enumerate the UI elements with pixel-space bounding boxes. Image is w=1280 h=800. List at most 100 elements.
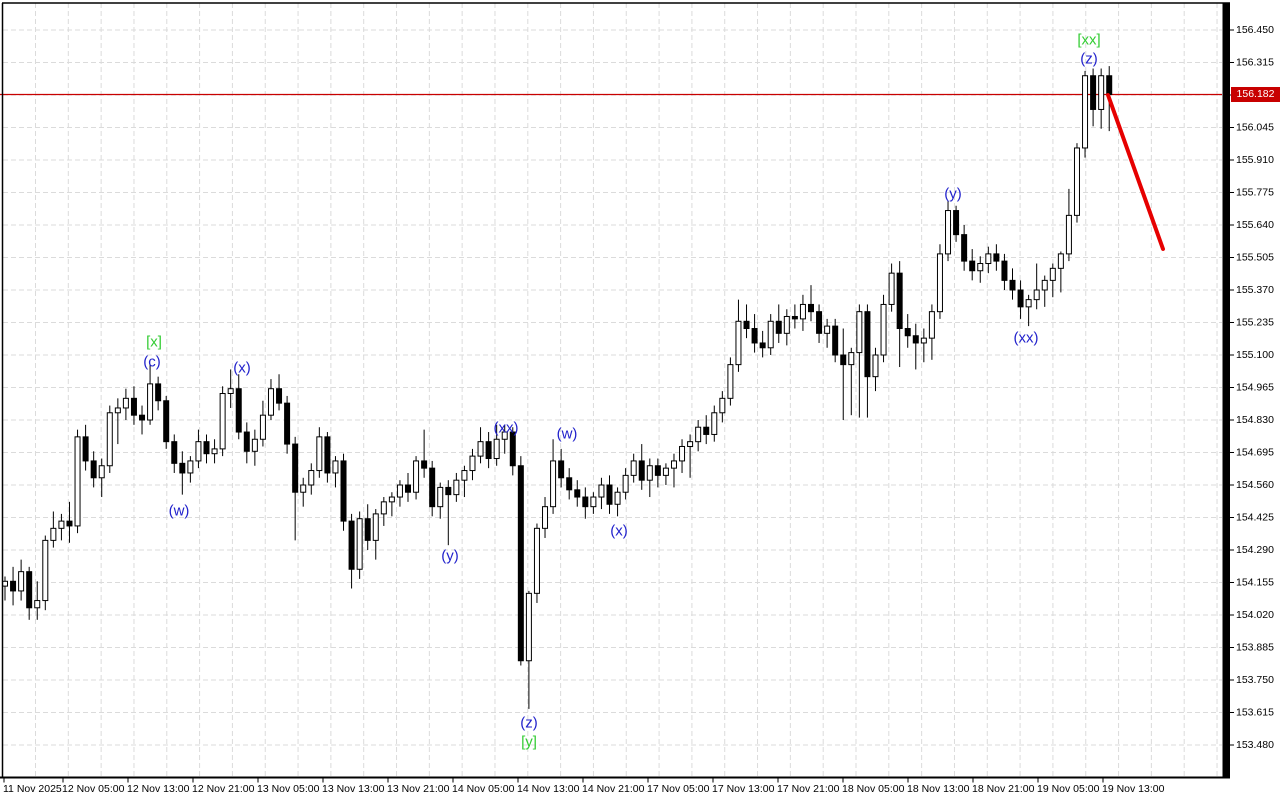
candle-bullish [533,527,540,594]
candle-bearish [324,436,331,474]
candle-bearish [993,253,1000,262]
wave-label[interactable]: [y] [521,734,537,751]
candle-bearish [292,443,299,493]
candle-bullish [679,445,686,462]
candle-bullish [98,465,105,479]
wave-annotations[interactable]: [x] (c) (w) (x) (y) (xx) (z) [y] (w) (x) (y) (xx) [x… [143,32,1100,751]
candle-bullish [920,337,927,344]
time-axis-label: 17 Nov 05:00 [647,783,710,795]
candle-bullish [42,539,49,602]
wave-label[interactable]: (y) [441,548,459,565]
candle-bullish [767,320,774,349]
trend-line[interactable] [1106,93,1165,251]
candle-bullish [219,393,226,450]
candle-bearish [1001,260,1008,281]
candle-bearish [582,496,589,508]
candle-bullish [380,501,387,515]
time-axis[interactable]: 11 Nov 2025 12 Nov 05:00 12 Nov 13:00 12 No… [0,776,1230,796]
wave-label[interactable]: (w) [557,426,578,443]
candle-bearish [155,383,162,402]
candle-bearish [904,328,911,337]
price-axis-label: 155.910 [1236,154,1274,166]
wave-label[interactable]: (xx) [494,420,519,437]
wave-label[interactable]: (c) [143,354,161,371]
wave-label[interactable]: (xx) [1014,330,1039,347]
time-axis-label: 13 Nov 13:00 [322,783,385,795]
wave-label[interactable]: (z) [520,715,538,732]
time-axis-label: 13 Nov 05:00 [257,783,320,795]
candle-bullish [872,354,879,378]
candle-bearish [961,234,968,262]
price-axis-label: 156.045 [1236,122,1274,134]
candle-bearish [953,210,960,236]
candle-bearish [566,477,573,491]
wave-label[interactable]: (x) [233,360,251,377]
candle-bullish [211,448,218,455]
candle-bullish [799,303,806,320]
candle-bullish [1041,279,1048,291]
candle-bearish [574,489,581,498]
candle-bullish [985,253,992,265]
candle-bullish [945,210,952,255]
time-axis-label: 14 Nov 13:00 [517,783,580,795]
candle-bearish [896,272,903,330]
candle-bullish [413,460,420,493]
candle-bearish [1009,279,1016,291]
candle-bullish [501,431,508,440]
candle-bearish [203,441,210,455]
candle-bullish [783,315,790,334]
candle-bullish [477,441,484,457]
time-axis-label: 18 Nov 13:00 [907,783,970,795]
candle-bullish [848,352,855,366]
candle-bearish [445,486,452,496]
wave-label[interactable]: [x] [146,334,162,351]
current-price-tag: 156.182 [1231,87,1280,102]
candle-bearish [509,431,516,467]
candle-bullish [308,470,315,486]
wave-label[interactable]: [xx] [1077,32,1100,49]
time-axis-label: 18 Nov 05:00 [842,783,905,795]
candle-bullish [187,460,194,474]
candle-bullish [727,364,734,399]
candle-bearish [969,260,976,272]
candle-bearish [517,465,524,662]
candle-bearish [751,328,758,344]
price-axis-label: 155.640 [1236,219,1274,231]
candle-bullish [687,441,694,447]
price-axis-label: 155.235 [1236,317,1274,329]
candle-bullish [977,263,984,272]
candle-bearish [864,311,871,378]
price-axis-label: 154.155 [1236,577,1274,589]
candle-bearish [405,484,411,493]
red-trend-line[interactable] [1106,93,1165,251]
chart-frame [1,2,1230,778]
candle-bearish [171,441,178,464]
price-axis-bar[interactable] [1222,3,1231,778]
candle-bullish [437,486,444,508]
time-axis-label: 17 Nov 13:00 [712,783,775,795]
price-axis-label: 153.750 [1236,674,1274,686]
price-axis-label: 156.450 [1236,24,1274,36]
candle-bullish [1057,253,1064,269]
wave-label[interactable]: (z) [1080,51,1098,68]
wave-label[interactable]: (w) [169,503,190,520]
candle-bearish [775,320,782,334]
candle-bullish [695,426,702,443]
candle-bullish [630,460,637,476]
candle-bullish [856,311,863,354]
candle-bullish [469,455,476,472]
price-axis[interactable]: 156.450156.315156.180156.045155.910155.7… [1222,3,1275,778]
price-axis-label: 154.965 [1236,382,1274,394]
candle-bearish [364,518,371,541]
candle-bullish [928,311,935,339]
price-axis-label: 154.020 [1236,609,1274,621]
wave-label[interactable]: (y) [944,186,962,203]
candle-bullish [1082,75,1089,149]
candle-bullish [735,320,742,366]
candle-bearish [163,400,170,443]
wave-label[interactable]: (x) [610,523,628,540]
candle-bearish [26,571,33,609]
candle-bullish [719,397,726,414]
candle-bearish [654,465,661,476]
